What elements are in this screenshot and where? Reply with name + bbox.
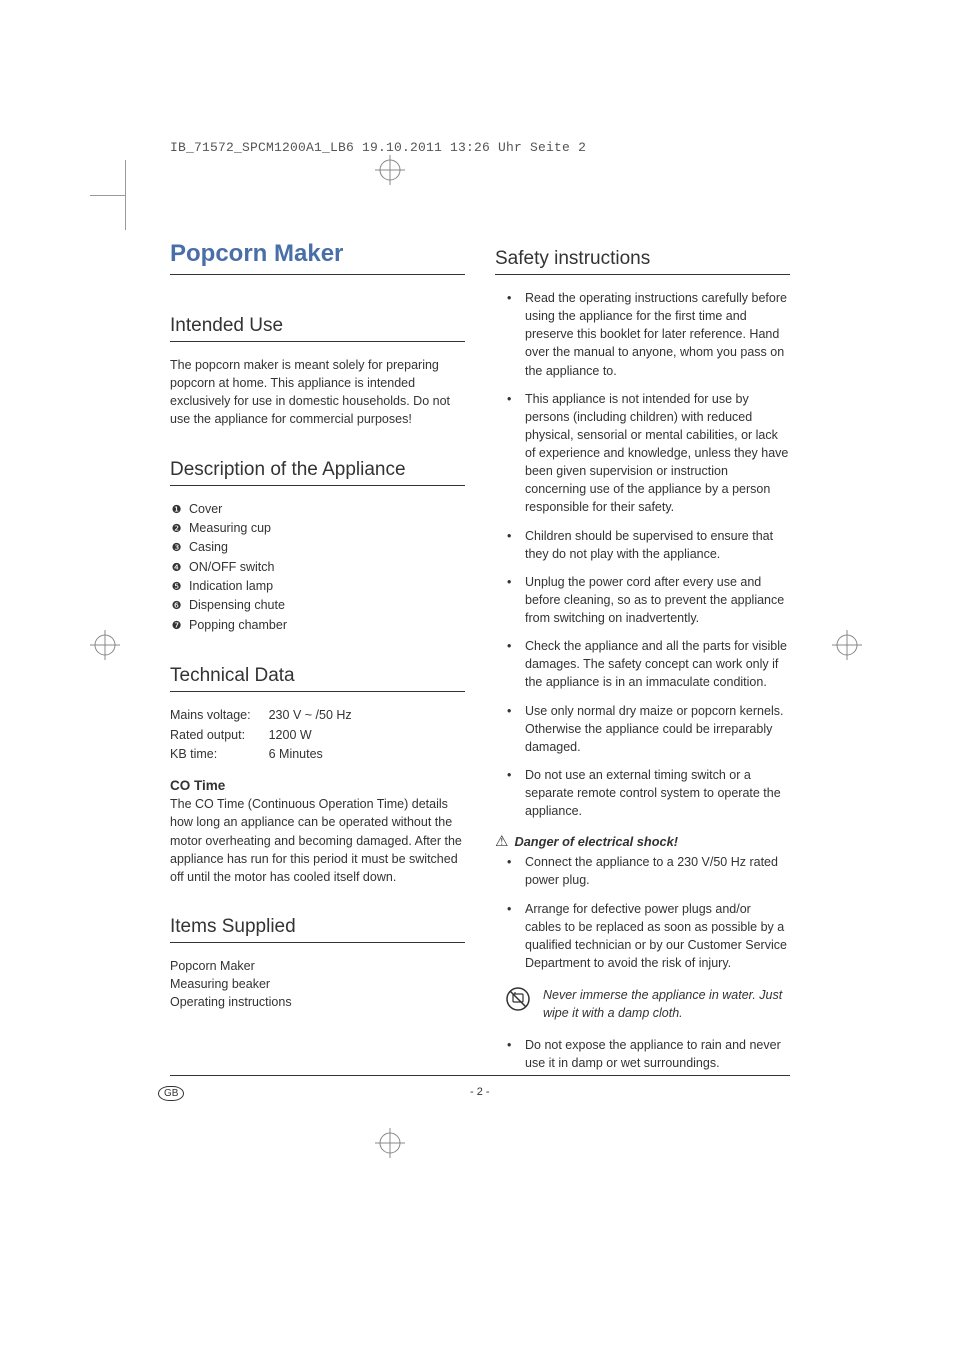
co-time-body: The CO Time (Continuous Operation Time) … <box>170 795 465 886</box>
right-column: Safety instructions Read the operating i… <box>495 240 790 1083</box>
heading-intended-use: Intended Use <box>170 315 465 342</box>
intended-use-body: The popcorn maker is meant solely for pr… <box>170 356 465 429</box>
danger-heading: Danger of electrical shock! <box>514 834 678 849</box>
heading-safety: Safety instructions <box>495 248 790 275</box>
description-item: ❸ Casing <box>170 538 465 557</box>
spec-label: Mains voltage: <box>170 706 269 725</box>
left-column: Popcorn Maker Intended Use The popcorn m… <box>170 240 465 1083</box>
spec-row: Rated output:1200 W <box>170 726 370 745</box>
print-header-line: IB_71572_SPCM1200A1_LB6 19.10.2011 13:26… <box>170 140 586 155</box>
bullet-item: Connect the appliance to a 230 V/50 Hz r… <box>495 853 790 889</box>
description-item: ❼ Popping chamber <box>170 616 465 635</box>
item-label: ON/OFF switch <box>189 558 274 577</box>
spec-label: Rated output: <box>170 726 269 745</box>
co-time-heading: CO Time <box>170 778 465 793</box>
crop-mark-top-left <box>90 160 160 230</box>
spec-row: Mains voltage:230 V ~ /50 Hz <box>170 706 370 725</box>
spec-table: Mains voltage:230 V ~ /50 HzRated output… <box>170 706 370 764</box>
item-marker: ❻ <box>170 598 183 615</box>
section-description: Description of the Appliance ❶ Cover ❷ Meas… <box>170 459 465 636</box>
description-item: ❻ Dispensing chute <box>170 596 465 615</box>
item-label: Measuring cup <box>189 519 271 538</box>
item-marker: ❺ <box>170 579 183 596</box>
no-immersion-icon <box>505 986 531 1017</box>
footer-language-badge: GB <box>158 1086 184 1101</box>
item-label: Dispensing chute <box>189 596 285 615</box>
spec-value: 6 Minutes <box>269 745 370 764</box>
heading-description: Description of the Appliance <box>170 459 465 486</box>
description-item: ❷ Measuring cup <box>170 519 465 538</box>
bullet-item: Unplug the power cord after every use an… <box>495 573 790 627</box>
items-supplied-body: Popcorn MakerMeasuring beakerOperating i… <box>170 957 465 1011</box>
bullet-item: Do not use an external timing switch or … <box>495 766 790 820</box>
heading-items-supplied: Items Supplied <box>170 916 465 943</box>
registration-mark-left <box>90 630 120 660</box>
item-marker: ❶ <box>170 502 183 519</box>
safety-bullet-list: Read the operating instructions carefull… <box>495 289 790 820</box>
description-item: ❺ Indication lamp <box>170 577 465 596</box>
footer-page-number: - 2 - <box>470 1086 490 1098</box>
section-technical-data: Technical Data Mains voltage:230 V ~ /50… <box>170 665 465 886</box>
spec-row: KB time:6 Minutes <box>170 745 370 764</box>
registration-mark-right <box>832 630 862 660</box>
bullet-item: Do not expose the appliance to rain and … <box>495 1036 790 1072</box>
footer-rule <box>170 1075 790 1076</box>
warning-triangle-icon: ⚠ <box>495 834 508 849</box>
spec-value: 1200 W <box>269 726 370 745</box>
item-marker: ❷ <box>170 521 183 538</box>
last-bullet-list: Do not expose the appliance to rain and … <box>495 1036 790 1072</box>
item-marker: ❼ <box>170 618 183 635</box>
item-label: Popping chamber <box>189 616 287 635</box>
section-items-supplied: Items Supplied Popcorn MakerMeasuring be… <box>170 916 465 1011</box>
danger-heading-row: ⚠ Danger of electrical shock! <box>495 834 790 849</box>
section-intended-use: Intended Use The popcorn maker is meant … <box>170 315 465 429</box>
no-water-message: Never immerse the appliance in water. Ju… <box>543 986 790 1022</box>
item-marker: ❹ <box>170 560 183 577</box>
product-title: Popcorn Maker <box>170 240 465 275</box>
bullet-item: Read the operating instructions carefull… <box>495 289 790 380</box>
item-label: Indication lamp <box>189 577 273 596</box>
heading-technical-data: Technical Data <box>170 665 465 692</box>
bullet-item: This appliance is not intended for use b… <box>495 390 790 517</box>
bullet-item: Check the appliance and all the parts fo… <box>495 637 790 691</box>
bullet-item: Arrange for defective power plugs and/or… <box>495 900 790 973</box>
bullet-item: Use only normal dry maize or popcorn ker… <box>495 702 790 756</box>
item-label: Cover <box>189 500 222 519</box>
registration-mark-bottom <box>375 1128 405 1158</box>
item-marker: ❸ <box>170 540 183 557</box>
spec-value: 230 V ~ /50 Hz <box>269 706 370 725</box>
description-list: ❶ Cover ❷ Measuring cup ❸ Casing ❹ ON/OFF switc… <box>170 500 465 636</box>
danger-bullet-list: Connect the appliance to a 230 V/50 Hz r… <box>495 853 790 972</box>
bullet-item: Children should be supervised to ensure … <box>495 527 790 563</box>
item-label: Casing <box>189 538 228 557</box>
description-item: ❶ Cover <box>170 500 465 519</box>
no-water-row: Never immerse the appliance in water. Ju… <box>495 986 790 1022</box>
registration-mark-top <box>375 155 405 185</box>
spec-label: KB time: <box>170 745 269 764</box>
description-item: ❹ ON/OFF switch <box>170 558 465 577</box>
